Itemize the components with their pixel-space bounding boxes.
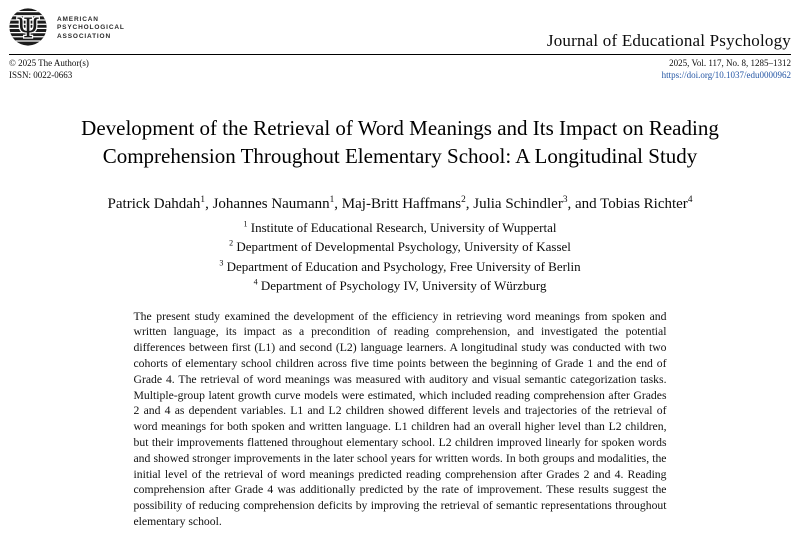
author-name: Johannes Naumann — [212, 196, 330, 212]
author: Johannes Naumann1, — [212, 195, 342, 212]
affiliation-sup: 2 — [229, 239, 234, 249]
affiliation-text: Department of Psychology IV, University … — [260, 278, 547, 294]
apa-org-name: AMERICAN PSYCHOLOGICAL ASSOCIATION — [57, 13, 125, 42]
copyright-line: © 2025 The Author(s) — [9, 58, 89, 68]
author: Patrick Dahdah1, — [107, 195, 213, 212]
author-affil-sup: 1 — [329, 195, 335, 205]
author-affil-sup: 4 — [687, 195, 693, 205]
author-separator: , — [465, 196, 474, 212]
author: Tobias Richter4 — [600, 195, 693, 212]
apa-logo: Ψ AMERICAN PSYCHOLOGICAL ASSOCIATION — [9, 8, 125, 46]
affiliation-text: Institute of Educational Research, Unive… — [250, 220, 557, 235]
authors-line: Patrick Dahdah1, Johannes Naumann1, Maj-… — [9, 195, 791, 213]
author-separator: , — [205, 196, 213, 212]
author: Julia Schindler3, and — [473, 195, 601, 212]
affiliation-sup: 3 — [219, 258, 224, 268]
journal-name: Journal of Educational Psychology — [546, 31, 791, 50]
author-name: Julia Schindler — [473, 196, 563, 212]
masthead-divider — [9, 54, 791, 55]
author-affil-sup: 1 — [200, 195, 206, 205]
copyright-block: © 2025 The Author(s) ISSN: 0022-0663 — [9, 58, 89, 81]
author-separator: , and — [567, 196, 601, 212]
affiliation-text: Department of Education and Psychology, … — [226, 258, 581, 274]
author-name: Maj-Britt Haffmans — [341, 196, 462, 212]
author-name: Tobias Richter — [600, 196, 688, 212]
apa-org-line1: AMERICAN — [57, 15, 99, 23]
affiliation-sup: 4 — [253, 277, 258, 287]
article-title-line1: Development of the Retrieval of Word Mea… — [81, 116, 719, 140]
author-affil-sup: 3 — [562, 195, 568, 205]
abstract-text: The present study examined the developme… — [133, 309, 667, 528]
apa-psi-logo-icon: Ψ — [9, 8, 47, 46]
affiliation-line: 2 Department of Developmental Psychology… — [9, 237, 791, 256]
apa-org-line2: PSYCHOLOGICAL — [57, 24, 125, 32]
affiliation-line: 3 Department of Education and Psychology… — [9, 257, 791, 276]
article-title-line2: Comprehension Throughout Elementary Scho… — [102, 143, 698, 168]
author: Maj-Britt Haffmans2, — [341, 195, 474, 212]
volume-info: 2025, Vol. 117, No. 8, 1285–1312 — [669, 58, 791, 68]
affiliations-block: 1 Institute of Educational Research, Uni… — [9, 218, 791, 296]
apa-org-line3: ASSOCIATION — [57, 32, 112, 40]
issn-line: ISSN: 0022-0663 — [9, 69, 73, 80]
affiliation-line: 1 Institute of Educational Research, Uni… — [9, 218, 791, 237]
author-affil-sup: 2 — [461, 195, 466, 205]
article-title: Development of the Retrieval of Word Mea… — [9, 115, 791, 170]
affiliation-line: 4 Department of Psychology IV, Universit… — [9, 276, 791, 295]
svg-text:Ψ: Ψ — [16, 14, 40, 45]
affiliation-sup: 1 — [243, 219, 248, 229]
doi-link[interactable]: https://doi.org/10.1037/edu0000962 — [661, 69, 791, 80]
author-separator: , — [334, 196, 342, 212]
volume-block: 2025, Vol. 117, No. 8, 1285–1312 https:/… — [662, 58, 791, 81]
masthead: Ψ AMERICAN PSYCHOLOGICAL ASSOCIATION Jou… — [9, 8, 791, 54]
author-name: Patrick Dahdah — [107, 196, 201, 212]
issue-info-bar: © 2025 The Author(s) ISSN: 0022-0663 202… — [9, 58, 791, 81]
affiliation-text: Department of Developmental Psychology, … — [236, 239, 571, 255]
